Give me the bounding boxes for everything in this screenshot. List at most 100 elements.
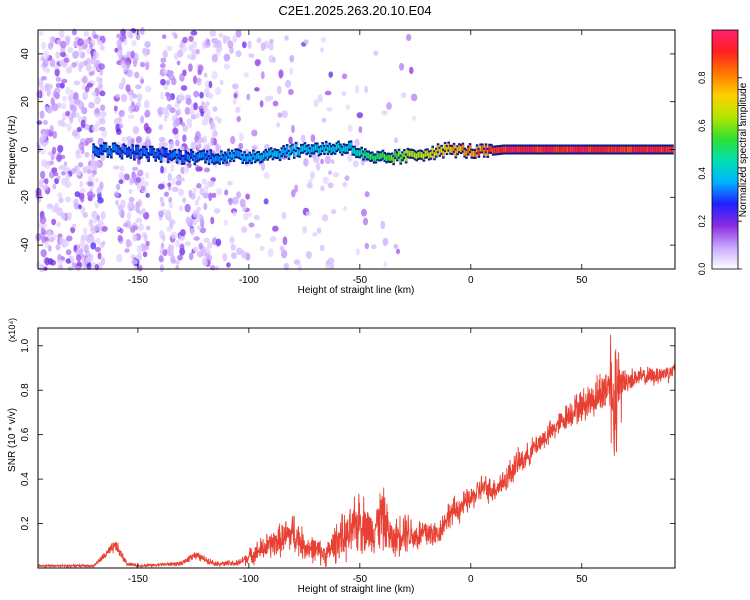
spectrogram-speckle (51, 146, 57, 155)
spectrogram-speckle (135, 136, 143, 144)
spectrogram-speckle (41, 41, 47, 50)
spectrogram-speckle (192, 209, 199, 218)
spectrogram-ridge-core (602, 146, 605, 153)
spectrogram-ridge-core (339, 145, 342, 152)
spectrogram-ridge-core (561, 146, 564, 153)
spectrogram-speckle (137, 264, 143, 272)
spectrogram-speckle (116, 33, 122, 39)
spectrogram-speckle (188, 252, 194, 261)
spectrogram-speckle (248, 53, 255, 58)
spectrogram-speckle (412, 115, 416, 121)
spectrogram-ridge-core (136, 146, 140, 153)
spectrogram-speckle (168, 201, 174, 209)
spectrogram-ridge-core (209, 151, 212, 158)
spectrogram-ridge-core (412, 151, 415, 158)
spectrogram-ridge-core (140, 150, 143, 157)
spectrogram-ridge-core (358, 150, 362, 157)
spectrogram-ridge-core (518, 146, 521, 153)
spectrogram-ridge-core (349, 142, 353, 149)
spectrogram-ridge-core (321, 144, 324, 151)
spectrogram-ridge-core (607, 146, 610, 153)
spectrogram-ridge-core (582, 146, 585, 153)
spectrogram-speckle (382, 237, 389, 247)
spectrogram-speckle (203, 167, 210, 173)
spectrogram-speckle (75, 153, 82, 160)
spectrogram-speckle (167, 172, 172, 182)
spectrogram-ridge-core (492, 147, 495, 154)
spectrogram-ridge-core (479, 145, 482, 152)
spectrogram-speckle (161, 34, 167, 40)
spectrogram-speckle (282, 236, 288, 246)
spectrogram-ridge-core (291, 145, 294, 152)
spectrogram-speckle (186, 54, 193, 59)
spectrogram-speckle (56, 154, 62, 163)
spectrogram-ridge-core (229, 154, 232, 161)
spectrogram-speckle (192, 186, 197, 195)
spectrogram-ridge-core (135, 146, 138, 153)
snr-y-label: SNR (10 * v/v) (7, 408, 18, 472)
spectrogram-speckle (164, 110, 170, 119)
spectrogram-ridge-core (239, 152, 243, 159)
spectrogram-speckle (347, 124, 353, 132)
spectrogram-speckle (101, 225, 108, 232)
spectrogram-speckle (78, 162, 84, 168)
spectrogram-panel: -150 -100 -50 0 50 -40 -20 0 20 40 Height of str… (7, 26, 676, 296)
spectrogram-ridge-core (319, 147, 322, 154)
spectrogram-ridge-core (534, 146, 537, 153)
spectrogram-speckle (203, 259, 208, 267)
spectrogram-speckle (269, 38, 274, 44)
spectrogram-speckle (211, 71, 218, 80)
spectrogram-ridge-core (493, 147, 496, 154)
spectrogram-speckle (209, 29, 217, 37)
snr-y-scale-label: (x10⁴) (7, 318, 17, 342)
spectrogram-ridge-core (490, 145, 493, 152)
spectrogram-ridge-core (440, 146, 443, 153)
spectrogram-speckle (142, 251, 148, 258)
spectrogram-speckle (96, 40, 103, 46)
spectrogram-ridge-core (191, 152, 195, 159)
spectrogram-ridge-core (630, 146, 633, 153)
spectrogram-ridge-core (511, 146, 514, 153)
spectrogram-ridge-core (213, 156, 216, 163)
spectrogram-speckle (145, 240, 150, 247)
spectrogram-ridge-core (165, 149, 168, 156)
spectrogram-speckle (303, 158, 309, 167)
spectrogram-ridge-core (666, 146, 669, 153)
spectrogram-ridge-core (484, 145, 488, 152)
spectrogram-speckle (178, 188, 185, 197)
spectrogram-ridge-core (374, 155, 378, 162)
spectrogram-speckle (169, 140, 175, 147)
spectrogram-ridge-core (394, 151, 397, 158)
spectrogram-ridge-core (520, 146, 523, 153)
spectrogram-speckle (189, 227, 196, 236)
spectrogram-ridge-core (632, 146, 635, 153)
spectrogram-ridge-core (573, 146, 576, 153)
spectrogram-speckle (254, 87, 260, 92)
spectrogram-ridge-core (497, 147, 500, 154)
spectrogram-ridge-core (424, 150, 427, 157)
spectrogram-speckle (199, 91, 204, 99)
spectrogram-speckle (143, 180, 150, 187)
spectrogram-speckle (42, 58, 49, 68)
spectrogram-ridge-core (262, 152, 266, 159)
spectrogram-ridge-core (667, 146, 670, 153)
spectrogram-ridge-core (365, 152, 369, 159)
spectrogram-speckle (80, 119, 86, 129)
spectrogram-speckle (125, 136, 133, 142)
spectrogram-speckle (115, 93, 121, 99)
spectrogram-speckle (101, 129, 108, 138)
spectrogram-speckle (175, 180, 182, 186)
spectrogram-speckle (118, 179, 124, 185)
spectrogram-speckle (259, 100, 264, 108)
spectrogram-speckle (383, 261, 388, 268)
spectrogram-speckle (362, 217, 369, 226)
spectrogram-speckle (214, 265, 220, 271)
spectrogram-speckle (206, 181, 213, 188)
spectrogram-speckle (236, 191, 242, 199)
spectrogram-speckle (310, 171, 315, 180)
spectrogram-x-ticks: -150 -100 -50 0 50 (128, 30, 588, 286)
spectrogram-speckle (50, 97, 55, 106)
spectrogram-speckle (36, 120, 43, 125)
spectrogram-ridge-core (254, 155, 257, 162)
spectrogram-speckle (95, 237, 101, 245)
